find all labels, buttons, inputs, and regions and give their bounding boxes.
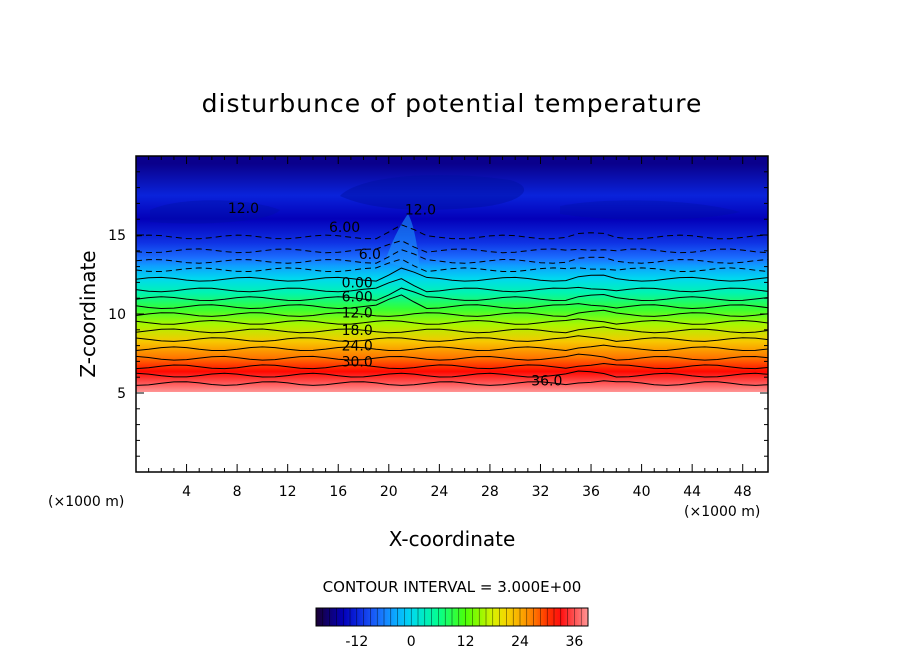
x-tick-label-24: 24 <box>430 484 448 500</box>
x-tick-label-16: 16 <box>329 484 347 500</box>
contour-line-4 <box>136 267 768 282</box>
contour-label-3: 18.0 <box>342 323 373 339</box>
colorbar-tick-0: 0 <box>407 634 416 650</box>
contour-line-7 <box>136 294 768 310</box>
colorbar-tick--12: -12 <box>345 634 368 650</box>
x-tick-label-48: 48 <box>734 484 752 500</box>
contour-line-2 <box>136 249 768 264</box>
x-axis-label: X-coordinate <box>389 527 516 551</box>
contour-line-9 <box>136 318 768 325</box>
x-axis-ticks: 4 8 12 16 20 24 28 32 36 40 44 48 <box>148 156 756 500</box>
contour-line-11 <box>136 335 768 342</box>
contour-line-6 <box>136 287 768 302</box>
contour-label-4: 12.0 <box>342 305 373 321</box>
y-tick-label-15: 15 <box>108 228 126 244</box>
x-unit-label-right: (×1000 m) <box>684 504 760 520</box>
x-tick-label-44: 44 <box>683 484 701 500</box>
cold-blob-left <box>150 200 280 224</box>
chart-title: disturbunce of potential temperature <box>202 89 703 118</box>
contour-line-13 <box>136 353 768 361</box>
y-axis-label: Z-coordinate <box>76 250 100 377</box>
colorbar-stripes <box>315 608 589 626</box>
cold-blob-top <box>340 175 525 210</box>
contour-line-3 <box>136 258 768 273</box>
colorbar-tick-24: 24 <box>511 634 529 650</box>
colorbar-tick-36: 36 <box>565 634 583 650</box>
x-tick-label-4: 4 <box>182 484 191 500</box>
cold-blob-right <box>560 200 740 220</box>
x-unit-label: (×1000 m) <box>48 494 124 510</box>
y-tick-label-10: 10 <box>108 307 126 323</box>
x-tick-label-12: 12 <box>279 484 297 500</box>
contour-label-6: 0.00 <box>342 275 373 291</box>
contour-line-12 <box>136 344 768 352</box>
contour-line-1 <box>136 240 768 254</box>
contour-line-14 <box>136 362 768 370</box>
contour-label-5: 6.00 <box>342 290 373 306</box>
x-tick-label-40: 40 <box>633 484 651 500</box>
contour-line-0 <box>136 224 768 240</box>
x-tick-label-36: 36 <box>582 484 600 500</box>
field-fill <box>136 156 768 392</box>
x-tick-label-8: 8 <box>233 484 242 500</box>
contour-line-5 <box>136 278 768 293</box>
x-tick-label-20: 20 <box>380 484 398 500</box>
contour-interval: CONTOUR INTERVAL = 3.000E+00 <box>323 578 582 596</box>
contour-line-15 <box>136 370 768 378</box>
contour-label-0: 36.0 <box>531 373 562 389</box>
contour-label-7: 6.00 <box>329 220 360 236</box>
y-axis-ticks: 5 10 15 <box>108 171 768 457</box>
contour-line-10 <box>136 326 768 334</box>
contour-label-8: 12.0 <box>228 201 259 217</box>
x-tick-label-32: 32 <box>532 484 550 500</box>
contour-line-16 <box>136 380 768 386</box>
contour-label-9: 12.0 <box>405 203 436 219</box>
contour-line-8 <box>136 309 768 317</box>
contour-lines <box>136 224 768 386</box>
y-tick-label-5: 5 <box>117 386 126 402</box>
contour-label-1: 30.0 <box>342 354 373 370</box>
contour-label-10: 6.0 <box>359 247 381 263</box>
x-tick-label-28: 28 <box>481 484 499 500</box>
contour-label-2: 24.0 <box>342 339 373 355</box>
colorbar-tick-12: 12 <box>457 634 475 650</box>
colorbar-ticks: -12 0 12 24 36 <box>345 634 583 650</box>
